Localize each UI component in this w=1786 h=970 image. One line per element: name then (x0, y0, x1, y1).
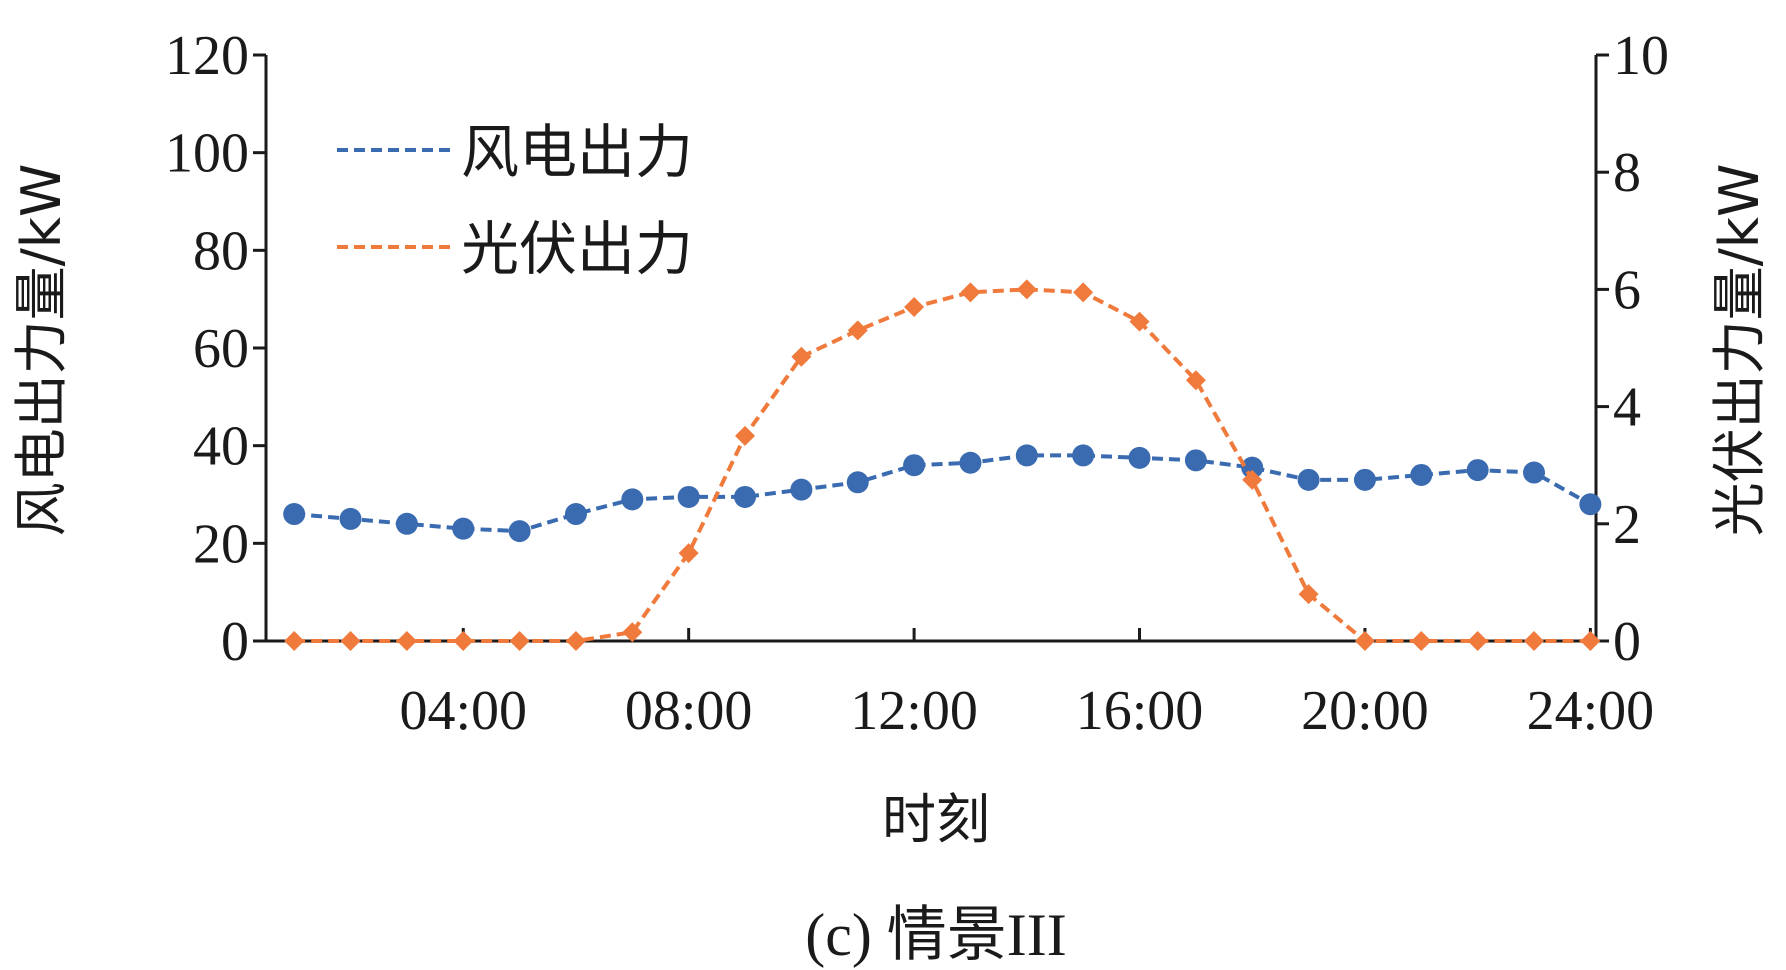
point-wind-9 (734, 485, 757, 508)
point-wind-10 (790, 478, 813, 501)
point-wind-17 (1184, 449, 1207, 472)
left-y-tick-label-0: 0 (221, 611, 249, 673)
y-axis-title-left: 风电出力量/kW (10, 164, 73, 537)
chart-caption: (c) 情景III (805, 902, 1067, 968)
point-wind-7 (621, 488, 644, 511)
point-pv-12 (904, 296, 925, 317)
point-pv-14 (1016, 279, 1037, 300)
left-y-tick-label-2: 40 (193, 416, 249, 478)
point-wind-23 (1523, 461, 1546, 484)
legend-label-pv: 光伏出力 (461, 215, 693, 283)
left-y-ticks: 0 20 40 60 80 100 120 (165, 25, 266, 673)
point-wind-5 (508, 520, 531, 543)
point-wind-8 (677, 485, 700, 508)
point-wind-15 (1072, 444, 1095, 467)
point-wind-3 (395, 512, 418, 535)
left-y-tick-label-4: 80 (193, 220, 249, 282)
point-pv-24 (1580, 631, 1601, 651)
x-ticks: 04:00 08:00 12:00 16:00 20:00 24:00 (399, 628, 1654, 742)
point-wind-4 (452, 517, 475, 540)
point-wind-13 (959, 451, 982, 474)
point-pv-9 (735, 425, 756, 446)
left-y-tick-label-6: 120 (165, 25, 249, 87)
x-tick-label-4: 20:00 (1301, 680, 1429, 742)
right-y-tick-label-5: 10 (1613, 25, 1669, 87)
point-pv-7 (622, 622, 643, 643)
point-wind-2 (339, 507, 362, 530)
right-y-tick-label-2: 4 (1613, 377, 1641, 439)
y-axis-title-right: 光伏出力量/kW (1708, 164, 1771, 537)
point-pv-8 (678, 543, 699, 564)
point-pv-15 (1073, 282, 1094, 303)
point-pv-11 (847, 320, 868, 341)
left-y-tick-label-3: 60 (193, 318, 249, 380)
point-wind-22 (1466, 459, 1489, 482)
series-line-wind (294, 453, 1592, 534)
x-tick-label-3: 16:00 (1076, 680, 1204, 742)
left-y-tick-label-1: 20 (193, 513, 249, 575)
x-tick-label-5: 24:00 (1527, 680, 1655, 742)
point-pv-2 (340, 631, 361, 651)
legend-label-wind: 风电出力 (461, 118, 693, 186)
point-wind-21 (1410, 463, 1433, 486)
point-wind-6 (564, 503, 587, 526)
point-pv-4 (453, 631, 474, 651)
right-y-tick-label-4: 8 (1613, 142, 1641, 204)
point-wind-24 (1579, 493, 1602, 516)
x-tick-label-2: 12:00 (850, 680, 978, 742)
x-tick-label-1: 08:00 (625, 680, 753, 742)
point-pv-10 (791, 346, 812, 367)
point-pv-6 (565, 631, 586, 651)
point-wind-16 (1128, 446, 1151, 469)
left-y-tick-label-5: 100 (165, 123, 249, 185)
point-pv-16 (1129, 311, 1150, 332)
point-pv-19 (1298, 584, 1319, 605)
point-pv-17 (1185, 370, 1206, 391)
point-pv-23 (1524, 631, 1545, 651)
point-pv-22 (1467, 631, 1488, 651)
x-tick-label-0: 04:00 (399, 680, 527, 742)
point-pv-13 (960, 282, 981, 303)
point-pv-21 (1411, 631, 1432, 651)
point-wind-12 (903, 454, 926, 477)
point-pv-1 (284, 631, 305, 651)
right-y-ticks: 0 2 4 6 8 10 (1596, 25, 1669, 673)
point-pv-3 (396, 631, 417, 651)
right-y-tick-label-1: 2 (1613, 494, 1641, 556)
point-pv-20 (1354, 631, 1375, 651)
point-wind-11 (846, 471, 869, 494)
x-axis-title: 时刻 (882, 788, 990, 851)
right-y-tick-label-3: 6 (1613, 259, 1641, 321)
legend: 风电出力 光伏出力 (337, 118, 693, 283)
right-y-tick-label-0: 0 (1613, 611, 1641, 673)
point-pv-5 (509, 631, 530, 651)
point-wind-20 (1353, 468, 1376, 491)
point-pv-18 (1242, 469, 1263, 490)
point-wind-19 (1297, 468, 1320, 491)
point-wind-14 (1015, 444, 1038, 467)
plot-area (283, 279, 1602, 651)
point-wind-1 (283, 503, 306, 526)
